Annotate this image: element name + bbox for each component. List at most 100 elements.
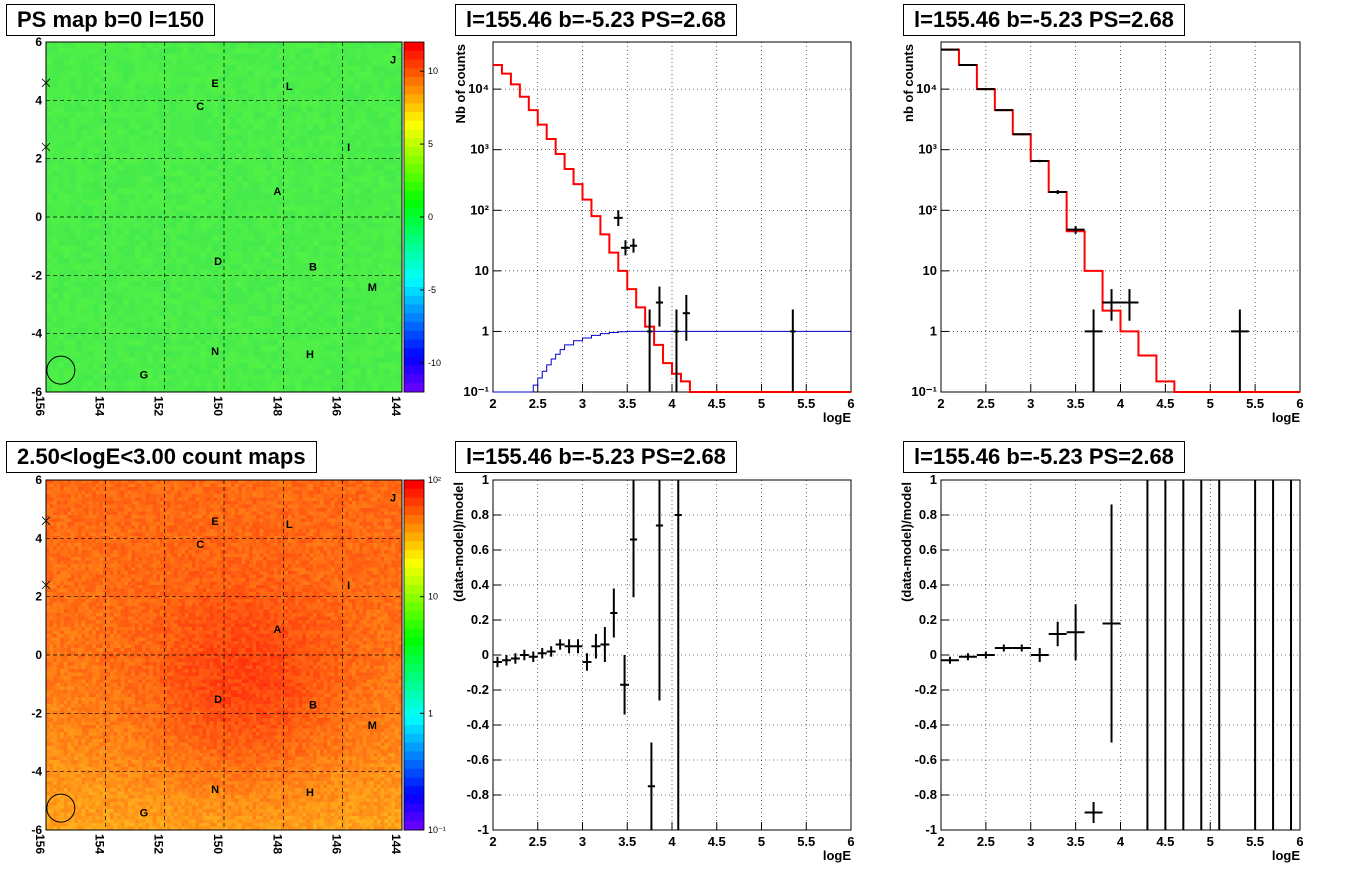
source-label: D bbox=[214, 694, 222, 706]
data-point bbox=[629, 480, 638, 598]
y-tick-label: 0.2 bbox=[471, 612, 489, 627]
data-point bbox=[610, 588, 618, 638]
spectrum-right-title: l=155.46 b=-5.23 PS=2.68 bbox=[903, 4, 1185, 36]
map-x-tick: 146 bbox=[330, 834, 344, 854]
x-tick-label: 4 bbox=[668, 834, 676, 849]
map-x-tick: 148 bbox=[270, 396, 284, 416]
data-point bbox=[646, 309, 653, 392]
y-tick-label: 0.4 bbox=[919, 577, 938, 592]
ps-model-step-line bbox=[493, 330, 851, 393]
data-point bbox=[546, 646, 556, 657]
source-label: D bbox=[214, 256, 222, 268]
model-step-line bbox=[493, 64, 851, 393]
map-y-tick: -6 bbox=[31, 385, 42, 399]
colorbar-tick: 10² bbox=[428, 475, 441, 485]
y-tick-label: -0.4 bbox=[915, 717, 938, 732]
source-label: E bbox=[211, 78, 218, 90]
y-tick-label: 10⁻¹ bbox=[911, 384, 937, 399]
map-y-tick: 0 bbox=[35, 648, 42, 662]
x-axis-label: logE bbox=[823, 410, 851, 425]
data-point bbox=[976, 88, 995, 91]
cross-marker bbox=[41, 78, 51, 88]
map-y-tick: 6 bbox=[35, 473, 42, 487]
x-tick-label: 5 bbox=[758, 396, 765, 411]
map-x-tick: 146 bbox=[330, 396, 344, 416]
y-tick-label: -0.6 bbox=[467, 752, 489, 767]
x-tick-label: 4 bbox=[1117, 396, 1125, 411]
map-x-tick: 144 bbox=[389, 396, 403, 416]
data-point bbox=[1066, 226, 1085, 234]
source-label: C bbox=[196, 101, 204, 113]
source-label: J bbox=[390, 55, 396, 67]
x-tick-label: 2.5 bbox=[529, 834, 547, 849]
source-label: A bbox=[273, 186, 281, 198]
count-map: 156 154 152 150 148 146 144 6 4 2 0 -2 -4 -6 A B C D E G H I J… bbox=[31, 473, 445, 854]
spectrum-panel: 2 2.5 3 3.5 4 4.5 5 5.5 6 10⁴ 10³ 10² 10 1 10⁻¹ logE Nb … bbox=[453, 41, 855, 425]
x-tick-label: 5 bbox=[1207, 396, 1214, 411]
colorbar-tick: -5 bbox=[428, 285, 436, 295]
map-frame bbox=[45, 479, 403, 831]
ps-map: 156 154 152 150 148 146 144 6 4 2 0 -2 -4 -6 A B C D E G H I J… bbox=[31, 35, 441, 416]
data-point bbox=[1120, 289, 1139, 321]
cross-marker bbox=[41, 516, 51, 526]
x-tick-label: 6 bbox=[1296, 396, 1303, 411]
x-tick-label: 5.5 bbox=[1246, 834, 1264, 849]
data-point bbox=[613, 210, 623, 227]
map-y-tick: -6 bbox=[31, 823, 42, 837]
y-tick-label: 0.4 bbox=[471, 577, 490, 592]
data-point bbox=[1030, 648, 1049, 662]
data-point bbox=[958, 64, 977, 67]
data-point bbox=[501, 655, 511, 666]
cross-marker bbox=[41, 142, 51, 152]
ps-circle-marker bbox=[46, 793, 76, 823]
data-point bbox=[1048, 190, 1067, 195]
y-axis-label: nb of counts bbox=[901, 44, 916, 122]
colorbar-tick: 10 bbox=[428, 592, 438, 602]
map-x-tick: 156 bbox=[33, 396, 47, 416]
map-x-tick: 154 bbox=[92, 834, 106, 854]
map-y-tick: -4 bbox=[31, 765, 42, 779]
data-point bbox=[994, 644, 1013, 652]
chart-grid bbox=[492, 479, 852, 831]
cross-marker bbox=[41, 580, 51, 590]
x-tick-label: 6 bbox=[847, 396, 854, 411]
map-x-tick: 152 bbox=[152, 834, 166, 854]
x-axis-label: logE bbox=[823, 848, 851, 863]
colorbar: 10² 10 1 10⁻¹ bbox=[403, 475, 446, 835]
map-top-title: PS map b=0 l=150 bbox=[6, 4, 216, 36]
x-axis-label: logE bbox=[1272, 410, 1300, 425]
source-label: B bbox=[309, 262, 317, 274]
map-y-tick: -2 bbox=[31, 706, 42, 720]
y-tick-label: 10³ bbox=[918, 142, 937, 157]
y-tick-label: 10 bbox=[923, 263, 937, 278]
y-tick-label: 1 bbox=[482, 323, 489, 338]
data-point bbox=[555, 639, 565, 650]
data-point bbox=[1102, 289, 1121, 321]
data-point bbox=[1012, 644, 1031, 652]
source-label: L bbox=[286, 519, 293, 531]
residual-panel: 2 2.5 3 3.5 4 4.5 5 5.5 6 1 0.8 0.6 0.4 0.2 0 -0.2 -0.4 -… bbox=[899, 472, 1304, 863]
x-tick-label: 5.5 bbox=[1246, 396, 1264, 411]
x-tick-label: 2.5 bbox=[977, 396, 995, 411]
source-label: H bbox=[306, 787, 314, 799]
data-point bbox=[1066, 604, 1085, 661]
map-x-tick: 150 bbox=[211, 834, 225, 854]
y-tick-label: -0.8 bbox=[467, 787, 489, 802]
data-point bbox=[537, 648, 547, 659]
y-tick-label: 0.6 bbox=[919, 542, 937, 557]
y-axis-label: (data-model)/model bbox=[899, 482, 914, 602]
data-point bbox=[1048, 621, 1067, 647]
colorbar-tick: 0 bbox=[428, 212, 433, 222]
y-tick-label: 0.6 bbox=[471, 542, 489, 557]
data-point bbox=[620, 655, 630, 715]
y-tick-label: -1 bbox=[477, 822, 489, 837]
x-tick-label: 4.5 bbox=[708, 834, 726, 849]
x-tick-label: 6 bbox=[847, 834, 854, 849]
x-tick-label: 4.5 bbox=[708, 396, 726, 411]
map-y-tick: -4 bbox=[31, 327, 42, 341]
x-tick-label: 2 bbox=[489, 396, 496, 411]
source-label: I bbox=[347, 142, 350, 154]
data-point bbox=[655, 286, 664, 327]
y-tick-label: -1 bbox=[925, 822, 937, 837]
